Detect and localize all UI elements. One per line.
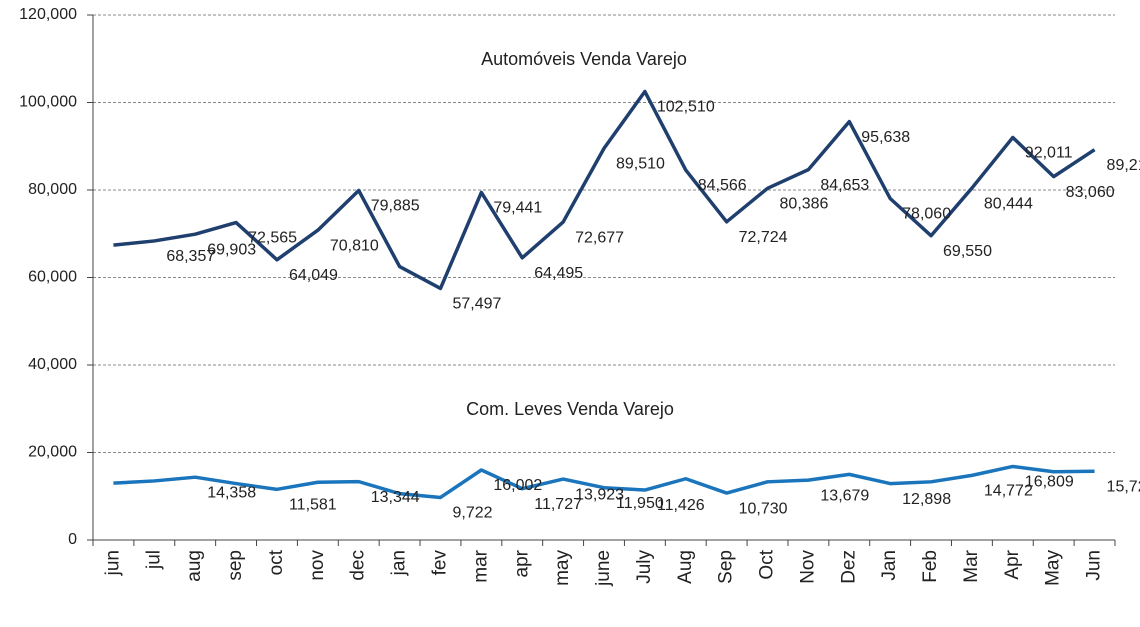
x-tick-label: Apr <box>1002 549 1023 579</box>
x-tick-label: jul <box>143 550 164 570</box>
x-tick-label: jan <box>389 550 410 576</box>
data-label: 80,444 <box>984 195 1033 212</box>
x-tick-label: nov <box>307 550 328 581</box>
data-label: 15,722 <box>1107 478 1140 495</box>
data-label: 16,809 <box>1025 474 1074 491</box>
x-tick-label: Jan <box>879 550 900 581</box>
data-label: 14,358 <box>207 484 256 501</box>
data-label: 11,950 <box>616 495 664 512</box>
y-tick-label: 0 <box>68 531 77 548</box>
data-label: 80,386 <box>780 196 829 213</box>
series-title: Com. Leves Venda Varejo <box>466 399 674 419</box>
data-label: 78,060 <box>902 206 951 223</box>
data-label: 13,923 <box>575 486 624 503</box>
data-label: 89,510 <box>616 156 665 173</box>
x-tick-label: mar <box>470 549 491 582</box>
data-label: 13,679 <box>820 487 869 504</box>
data-label: 11,426 <box>657 497 705 514</box>
data-label: 70,810 <box>330 237 379 254</box>
data-label: 64,049 <box>289 267 338 284</box>
x-tick-label: Feb <box>920 550 941 583</box>
x-tick-label: june <box>593 550 614 587</box>
x-tick-label: jun <box>102 550 123 576</box>
x-tick-label: May <box>1043 550 1064 586</box>
data-label: 89,210 <box>1107 157 1140 174</box>
data-label: 72,724 <box>739 229 788 246</box>
data-label: 83,060 <box>1066 184 1115 201</box>
data-label: 79,441 <box>493 200 542 217</box>
y-tick-label: 60,000 <box>28 269 77 286</box>
x-tick-label: aug <box>184 550 205 582</box>
data-label: 84,653 <box>820 177 869 194</box>
x-tick-label: Dez <box>838 550 859 584</box>
y-tick-label: 20,000 <box>28 444 77 461</box>
x-tick-label: dec <box>348 550 369 581</box>
data-label: 13,344 <box>371 489 420 506</box>
x-tick-label: Jun <box>1084 550 1105 581</box>
data-label: 72,565 <box>248 230 297 247</box>
x-tick-label: Oct <box>757 549 778 579</box>
x-tick-label: oct <box>266 549 287 575</box>
data-label: 68,357 <box>166 248 215 265</box>
data-label: 11,727 <box>534 496 582 513</box>
data-label: 57,497 <box>452 296 501 313</box>
data-label: 12,898 <box>902 491 951 508</box>
data-label: 69,903 <box>207 241 256 258</box>
data-label: 64,495 <box>534 265 583 282</box>
x-tick-label: apr <box>511 549 532 577</box>
data-label: 16,002 <box>493 477 542 494</box>
data-label: 79,885 <box>371 198 420 215</box>
data-label: 102,510 <box>657 99 715 116</box>
data-label: 92,011 <box>1025 145 1073 162</box>
x-tick-label: may <box>552 550 573 586</box>
x-tick-label: July <box>634 550 655 584</box>
x-tick-label: Mar <box>961 549 982 582</box>
data-label: 11,581 <box>289 497 337 514</box>
data-label: 14,772 <box>984 483 1033 500</box>
x-tick-label: Nov <box>797 550 818 584</box>
y-tick-label: 40,000 <box>28 356 77 373</box>
data-label: 10,730 <box>739 500 788 517</box>
y-tick-label: 120,000 <box>19 6 77 23</box>
data-label: 72,677 <box>575 229 624 246</box>
series-line <box>113 89 1096 291</box>
data-label: 95,638 <box>861 129 910 146</box>
data-label: 9,722 <box>452 505 492 522</box>
series-title: Automóveis Venda Varejo <box>481 49 687 69</box>
y-tick-label: 100,000 <box>19 94 77 111</box>
x-tick-label: fev <box>429 550 450 576</box>
x-tick-label: sep <box>225 550 246 581</box>
y-tick-label: 80,000 <box>28 181 77 198</box>
data-label: 84,566 <box>698 177 747 194</box>
data-label: 69,550 <box>943 243 992 260</box>
series-line <box>113 464 1095 500</box>
x-tick-label: Sep <box>716 550 737 584</box>
x-tick-label: Aug <box>675 550 696 584</box>
